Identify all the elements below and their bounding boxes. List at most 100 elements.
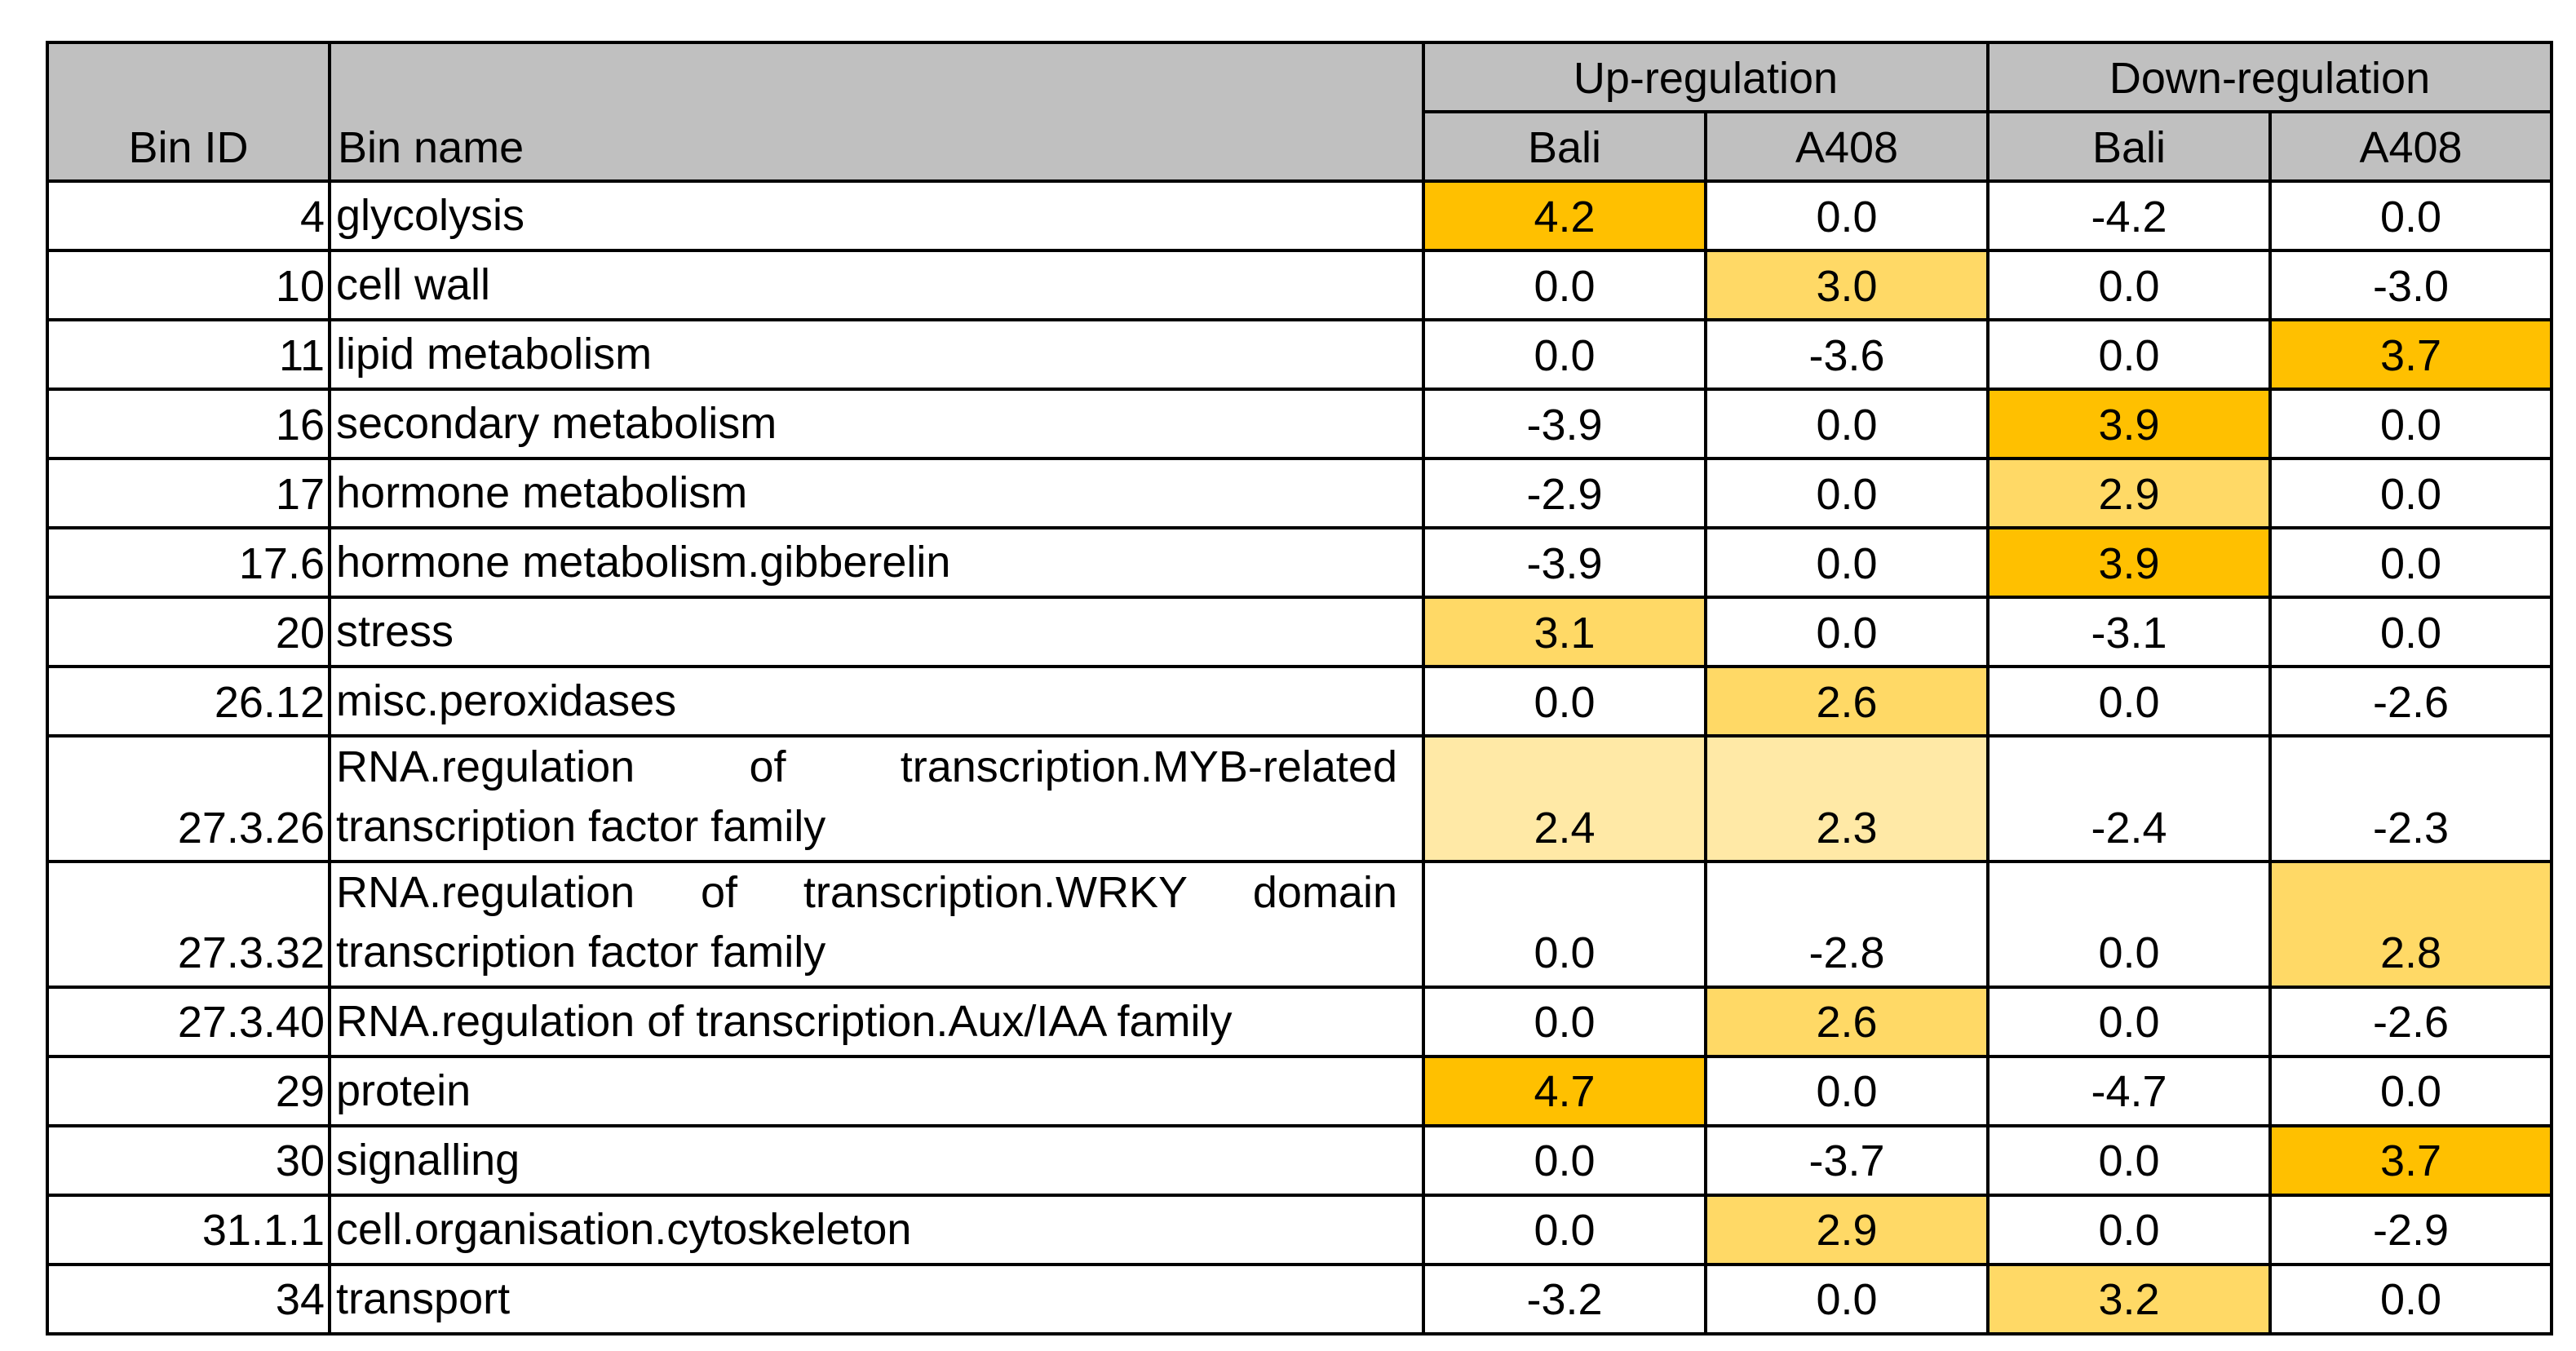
value-cell: 3.7 xyxy=(2268,1123,2553,1197)
value-cell: 2.3 xyxy=(1704,734,1990,863)
value-cell: 0.0 xyxy=(1986,1193,2272,1266)
value-cell: 3.9 xyxy=(1986,388,2272,460)
table-row: 16 secondary metabolism -3.9 0.0 3.9 0.0 xyxy=(46,388,2553,460)
value-cell: -3.0 xyxy=(2268,249,2553,321)
value-cell: 0.0 xyxy=(2268,526,2553,599)
column-header: A408 xyxy=(1704,110,1990,183)
value-cell: 0.0 xyxy=(1422,1123,1707,1197)
value-cell: 0.0 xyxy=(1422,318,1707,391)
bin-id: 31.1.1 xyxy=(46,1193,331,1266)
value-cell: 2.6 xyxy=(1704,985,1990,1058)
value-cell: 0.0 xyxy=(1422,859,1707,989)
value-cell: -4.7 xyxy=(1986,1054,2272,1127)
value-cell: -3.9 xyxy=(1422,388,1707,460)
table-body: 4 glycolysis 4.2 0.0 -4.2 0.0 10 cell wall 0.0 3.… xyxy=(46,179,2553,1335)
bin-id: 34 xyxy=(46,1262,331,1335)
header-row: Bin ID Bin name Up-regulation Down-regula… xyxy=(46,41,2553,183)
bin-name: secondary metabolism xyxy=(328,388,1425,460)
table-row: 27.3.40 RNA.regulation of transcription.A… xyxy=(46,985,2553,1058)
value-cell: -3.9 xyxy=(1422,526,1707,599)
value-cell: 0.0 xyxy=(1986,859,2272,989)
bin-id: 4 xyxy=(46,179,331,252)
value-cell: 3.2 xyxy=(1986,1262,2272,1335)
value-cell: 0.0 xyxy=(1704,1054,1990,1127)
value-cell: 0.0 xyxy=(1704,179,1990,252)
bin-id: 17.6 xyxy=(46,526,331,599)
table-row: 4 glycolysis 4.2 0.0 -4.2 0.0 xyxy=(46,179,2553,252)
value-cell: 0.0 xyxy=(1422,985,1707,1058)
value-cell: 3.9 xyxy=(1986,526,2272,599)
value-cell: -3.1 xyxy=(1986,596,2272,668)
header-cell: Bin ID xyxy=(46,41,331,183)
value-cell: -3.7 xyxy=(1704,1123,1990,1197)
bin-id: 10 xyxy=(46,249,331,321)
value-cell: -2.9 xyxy=(1422,457,1707,529)
bin-id: 27.3.32 xyxy=(46,859,331,989)
value-cell: 0.0 xyxy=(1704,457,1990,529)
bin-name: transport xyxy=(328,1262,1425,1335)
value-cell: 0.0 xyxy=(1422,1193,1707,1266)
bin-name: glycolysis xyxy=(328,179,1425,252)
value-cell: -2.9 xyxy=(2268,1193,2553,1266)
table-row: 29 protein 4.7 0.0 -4.7 0.0 xyxy=(46,1054,2553,1127)
column-header: Bali xyxy=(1422,110,1707,183)
table-row: 27.3.32 RNA.regulation of transcription.W… xyxy=(46,859,2553,989)
value-cell: 3.0 xyxy=(1704,249,1990,321)
value-cell: 0.0 xyxy=(1986,318,2272,391)
value-cell: 2.6 xyxy=(1704,665,1990,738)
value-cell: 4.7 xyxy=(1422,1054,1707,1127)
bin-name: misc.peroxidases xyxy=(328,665,1425,738)
bin-id: 30 xyxy=(46,1123,331,1197)
value-cell: 0.0 xyxy=(1422,665,1707,738)
value-cell: 4.2 xyxy=(1422,179,1707,252)
table-row: 20 stress 3.1 0.0 -3.1 0.0 xyxy=(46,596,2553,668)
table-row: 27.3.26 RNA.regulation of transcription.M… xyxy=(46,734,2553,863)
table-row: 34 transport -3.2 0.0 3.2 0.0 xyxy=(46,1262,2553,1335)
value-cell: 2.8 xyxy=(2268,859,2553,989)
value-cell: 0.0 xyxy=(2268,388,2553,460)
value-cell: 0.0 xyxy=(2268,596,2553,668)
bin-name: hormone metabolism.gibberelin xyxy=(328,526,1425,599)
value-cell: 0.0 xyxy=(1986,985,2272,1058)
bin-name: RNA.regulation of transcription.WRKY dom… xyxy=(328,859,1425,989)
value-cell: 0.0 xyxy=(2268,179,2553,252)
value-cell: 0.0 xyxy=(2268,1054,2553,1127)
bin-id: 11 xyxy=(46,318,331,391)
value-cell: 0.0 xyxy=(1704,596,1990,668)
table-row: 10 cell wall 0.0 3.0 0.0 -3.0 xyxy=(46,249,2553,321)
bin-name: protein xyxy=(328,1054,1425,1127)
value-cell: -3.6 xyxy=(1704,318,1990,391)
bin-id: 26.12 xyxy=(46,665,331,738)
value-cell: -2.6 xyxy=(2268,985,2553,1058)
value-cell: 0.0 xyxy=(1986,665,2272,738)
bin-name: lipid metabolism xyxy=(328,318,1425,391)
value-cell: 0.0 xyxy=(1422,249,1707,321)
table-row: 26.12 misc.peroxidases 0.0 2.6 0.0 -2.6 xyxy=(46,665,2553,738)
bin-id: 17 xyxy=(46,457,331,529)
table-row: 31.1.1 cell.organisation.cytoskeleton 0.0 2… xyxy=(46,1193,2553,1266)
table-row: 30 signalling 0.0 -3.7 0.0 3.7 xyxy=(46,1123,2553,1197)
bin-name: stress xyxy=(328,596,1425,668)
table-row: 17 hormone metabolism -2.9 0.0 2.9 0.0 xyxy=(46,457,2553,529)
table-header: Bin ID Bin name Up-regulation Down-regula… xyxy=(46,41,2553,183)
bin-id: 27.3.40 xyxy=(46,985,331,1058)
value-cell: 0.0 xyxy=(2268,1262,2553,1335)
data-table: Bin ID Bin name Up-regulation Down-regula… xyxy=(46,41,2553,1335)
value-cell: 2.9 xyxy=(1986,457,2272,529)
value-cell: -2.6 xyxy=(2268,665,2553,738)
column-header: A408 xyxy=(2268,110,2553,183)
header-row: Bali A408 Bali A408 xyxy=(47,110,2553,183)
bin-name: cell wall xyxy=(328,249,1425,321)
value-cell: 0.0 xyxy=(1704,1262,1990,1335)
table-row: 17.6 hormone metabolism.gibberelin -3.9 0.0… xyxy=(46,526,2553,599)
value-cell: -2.3 xyxy=(2268,734,2553,863)
bin-id: 20 xyxy=(46,596,331,668)
table-row: 11 lipid metabolism 0.0 -3.6 0.0 3.7 xyxy=(46,318,2553,391)
value-cell: 3.7 xyxy=(2268,318,2553,391)
value-cell: 2.9 xyxy=(1704,1193,1990,1266)
bin-name: RNA.regulation of transcription.MYB-rela… xyxy=(328,734,1425,863)
header-cell: Bin name xyxy=(328,41,1425,183)
column-header: Bali xyxy=(1986,110,2272,183)
value-cell: 3.1 xyxy=(1422,596,1707,668)
